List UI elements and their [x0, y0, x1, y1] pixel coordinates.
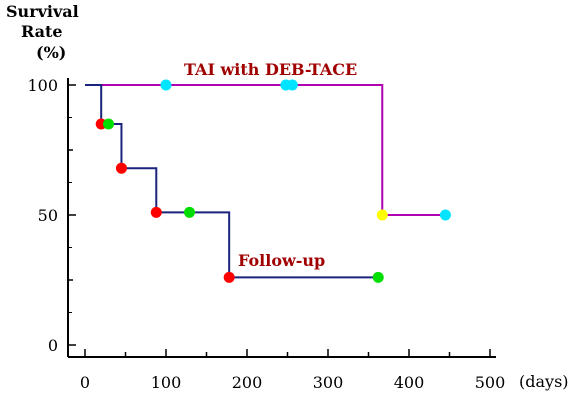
series-line-tai-with-deb-tace — [85, 84, 446, 216]
data-point-followup-2 — [115, 162, 127, 174]
data-point-tai-3 — [376, 209, 388, 221]
x-tick-label-0: 0 — [80, 373, 90, 392]
series-label-follow-up: Follow-up — [238, 251, 326, 270]
y-tick-label-0: 0 — [48, 336, 58, 355]
data-point-tai-4 — [439, 209, 451, 221]
y-axis-label-line-1: Survival — [6, 2, 79, 21]
y-tick-label-100: 100 — [27, 76, 58, 95]
x-axis-label: (days) — [519, 372, 569, 391]
x-tick-label-100: 100 — [151, 373, 182, 392]
series-label-tai-with-deb-tace: TAI with DEB-TACE — [184, 60, 358, 79]
data-point-tai-0 — [160, 79, 172, 91]
y-axis-label-line-2: Rate — [21, 22, 63, 41]
data-point-tai-2 — [286, 79, 298, 91]
data-point-followup-4 — [183, 206, 195, 218]
data-point-followup-5 — [223, 271, 235, 283]
x-tick-label-400: 400 — [394, 373, 425, 392]
x-tick-label-300: 300 — [313, 373, 344, 392]
x-tick-label-200: 200 — [232, 373, 263, 392]
series-line-follow-up — [85, 84, 379, 279]
data-point-followup-6 — [372, 271, 384, 283]
y-tick-label-50: 50 — [38, 206, 58, 225]
x-tick-label-500: 500 — [475, 373, 506, 392]
data-point-followup-1 — [102, 118, 114, 130]
y-axis-label-line-3: (%) — [36, 43, 67, 62]
data-point-followup-3 — [150, 206, 162, 218]
